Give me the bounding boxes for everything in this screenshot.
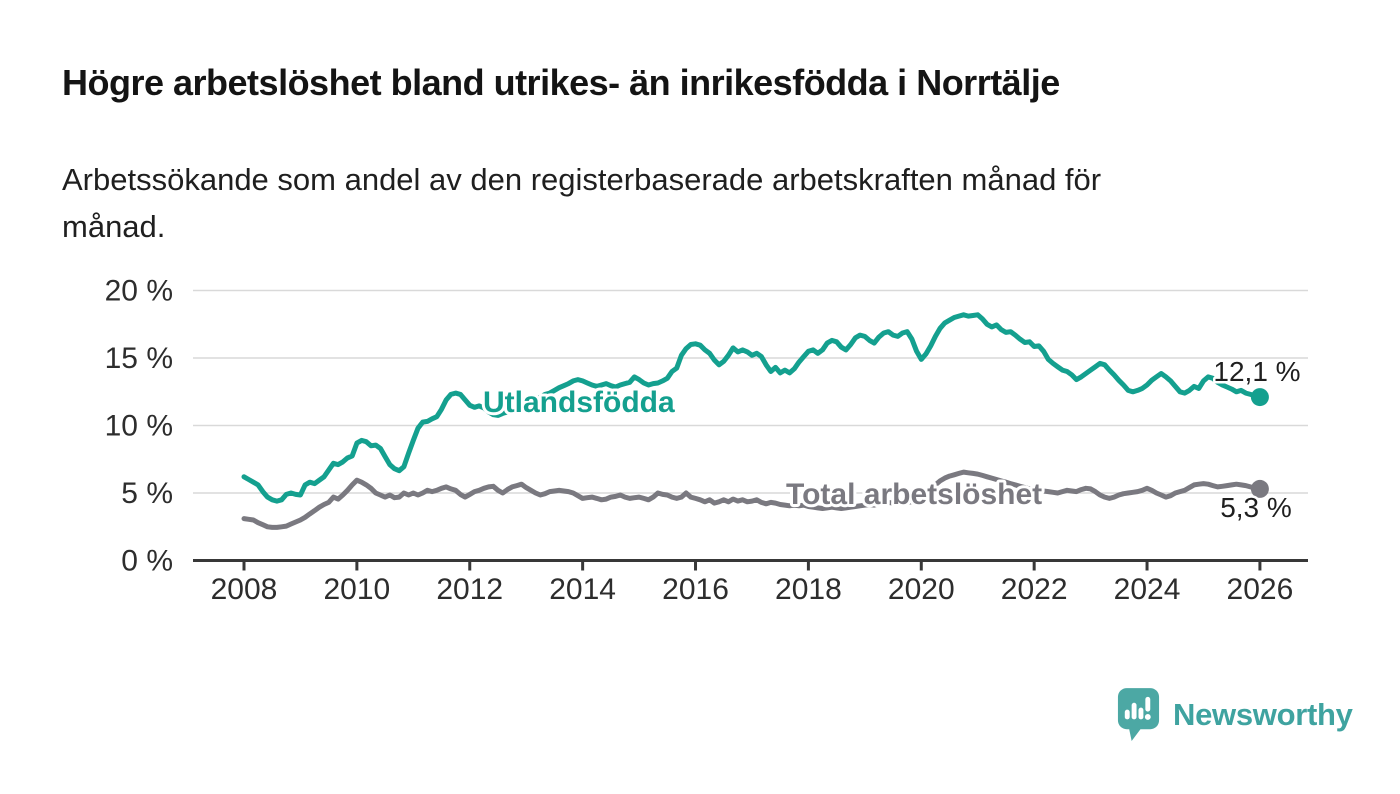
chart-subtitle-line-2: månad. — [62, 209, 166, 244]
newsworthy-logo-text: Newsworthy — [1173, 696, 1353, 732]
end-value-label-utlandsfodda: 12,1 % — [1213, 356, 1300, 387]
chart-subtitle: Arbetssökande som andel av den registerb… — [62, 156, 1302, 250]
x-axis-tick-label: 2012 — [436, 573, 503, 606]
x-axis-tick-label: 2014 — [549, 573, 616, 606]
end-value-label-total: 5,3 % — [1220, 492, 1292, 523]
y-axis-tick-label: 10 % — [105, 410, 173, 443]
x-axis-tick-label: 2026 — [1227, 573, 1294, 606]
x-axis-tick-label: 2020 — [888, 573, 955, 606]
x-axis-tick-label: 2018 — [775, 573, 842, 606]
series-line-total — [241, 469, 1263, 530]
series-label-utlandsfodda: Utlandsfödda — [483, 386, 675, 419]
x-axis-tick-label: 2024 — [1114, 573, 1181, 606]
y-axis-tick-label: 0 % — [121, 545, 173, 578]
x-axis-tick-label: 2022 — [1001, 573, 1068, 606]
newsworthy-logo-icon — [1117, 688, 1160, 741]
series-end-dot-utlandsfodda — [1250, 388, 1269, 407]
series-line-utlandsfodda — [241, 312, 1263, 504]
chart-title: Högre arbetslöshet bland utrikes- än inr… — [62, 62, 1060, 103]
x-axis-tick-label: 2010 — [324, 573, 391, 606]
y-axis-tick-label: 20 % — [105, 275, 173, 308]
y-axis-tick-label: 15 % — [105, 342, 173, 375]
axes-group: 0 % 5 % 10 % 15 % 20 % 2008 2010 2012 2014 2016 20… — [105, 275, 1308, 606]
labels-group: Utlandsfödda 12,1 % Total arbetslöshet 5,3 … — [480, 354, 1303, 526]
series-end-dot-total — [1250, 479, 1269, 498]
y-axis-tick-label: 5 % — [121, 477, 173, 510]
series-label-total: Total arbetslöshet — [786, 478, 1042, 511]
x-axis-tick-label: 2008 — [211, 573, 278, 606]
chart-subtitle-line-1: Arbetssökande som andel av den registerb… — [62, 162, 1102, 197]
newsworthy-logo[interactable]: Newsworthy — [1115, 686, 1353, 743]
series-group — [241, 312, 1269, 530]
x-axis-tick-label: 2016 — [662, 573, 729, 606]
